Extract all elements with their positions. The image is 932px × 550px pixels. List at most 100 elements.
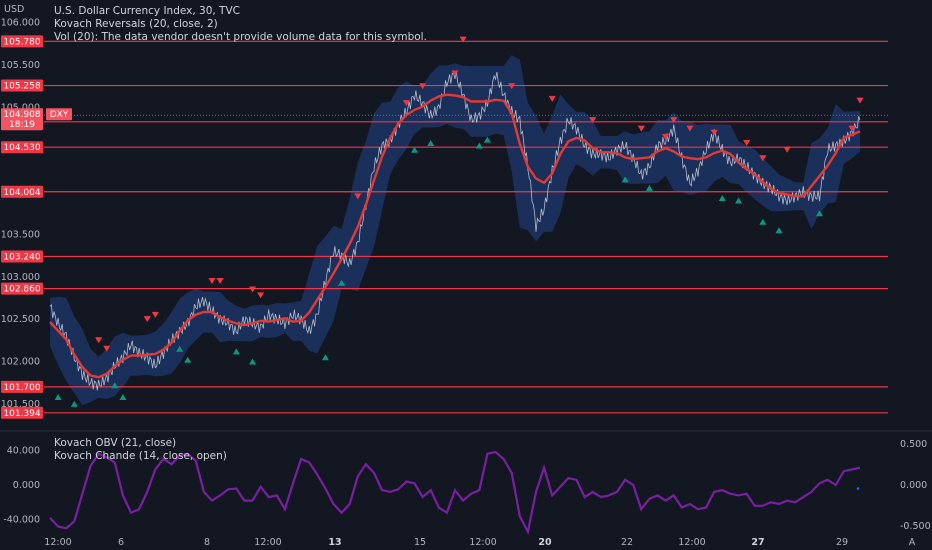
legend-indicator-volume: Vol (20): The data vendor doesn't provid… — [54, 31, 427, 43]
reversal-up-marker — [321, 354, 329, 361]
chande-y-tick-label: -0.500 — [900, 521, 931, 532]
reversal-up-marker — [775, 227, 783, 234]
reversal-down-marker — [637, 125, 645, 132]
level-label-box — [1, 35, 43, 48]
x-tick-label: 12:00 — [469, 537, 496, 548]
reversal-down-marker — [783, 146, 791, 153]
level-label-box — [1, 406, 43, 419]
reversal-down-marker — [662, 134, 670, 141]
reversal-down-marker — [249, 286, 256, 293]
reversal-up-marker — [645, 184, 653, 191]
y-tick-label: 101.500 — [1, 399, 40, 410]
level-label: 104.530 — [3, 143, 40, 153]
reversal-up-marker — [232, 348, 240, 355]
y-tick-label: 105.000 — [1, 102, 40, 113]
reversal-up-marker — [70, 400, 78, 407]
reversal-down-marker — [508, 83, 516, 90]
reversal-up-marker — [718, 195, 726, 202]
level-label: 105.780 — [3, 37, 40, 47]
reversal-down-marker — [151, 311, 159, 318]
level-label: 101.700 — [3, 383, 40, 393]
x-tick-label: 12:00 — [254, 537, 281, 548]
reversal-down-marker — [459, 36, 467, 43]
reversal-up-marker — [816, 210, 823, 217]
reversal-up-marker — [427, 139, 435, 146]
reversal-up-marker — [759, 218, 767, 225]
symbol-label: DXY — [50, 110, 69, 120]
chande-last-point — [856, 487, 860, 490]
reversal-down-marker — [208, 278, 216, 285]
reversal-down-marker — [451, 70, 459, 77]
y-tick-label: 103.000 — [1, 272, 40, 283]
obv-y-tick-label: 0.000 — [13, 480, 40, 491]
reversal-down-marker — [143, 316, 151, 323]
reversal-up-marker — [111, 382, 119, 389]
legend-obv: Kovach OBV (21, close) — [54, 437, 177, 449]
level-label: 103.240 — [3, 252, 40, 262]
reversal-up-marker — [621, 176, 629, 183]
current-price-badge — [1, 108, 43, 131]
y-tick-label: 102.500 — [1, 314, 40, 325]
y-tick-label: 105.500 — [1, 60, 40, 71]
reversal-down-marker — [686, 125, 694, 132]
reversal-down-marker — [419, 83, 427, 90]
countdown-label: 18:19 — [9, 120, 35, 130]
level-label: 105.258 — [3, 82, 40, 92]
y-tick-label: 102.000 — [1, 356, 40, 367]
level-label: 101.394 — [3, 409, 40, 419]
reversal-down-marker — [95, 337, 103, 344]
reversal-up-marker — [338, 279, 346, 286]
reversal-up-marker — [249, 358, 256, 365]
legend-title: U.S. Dollar Currency Index, 30, TVC — [54, 5, 240, 17]
x-tick-label: 8 — [204, 537, 210, 548]
symbol-badge — [46, 108, 72, 121]
reversal-down-marker — [710, 129, 718, 136]
level-label: 104.004 — [3, 188, 40, 198]
reversal-up-marker — [119, 394, 127, 401]
obv-y-tick-label: 40.000 — [7, 445, 40, 456]
reversal-down-marker — [257, 292, 265, 299]
reversal-up-marker — [54, 394, 62, 401]
reversal-down-marker — [402, 100, 410, 107]
reversal-up-marker — [483, 136, 491, 143]
chande-y-tick-label: 0.000 — [900, 480, 927, 491]
legend-lower: Kovach OBV (21, close) Kovach Chande (14… — [54, 437, 227, 463]
reversal-up-marker — [411, 146, 418, 153]
x-tick-label: 12:00 — [678, 537, 705, 548]
reversal-down-marker — [354, 193, 362, 200]
x-tick-label: 15 — [414, 537, 426, 548]
level-label-box — [1, 79, 43, 92]
level-label-box — [1, 185, 43, 198]
auto-scale-label: A — [909, 537, 916, 548]
reversal-up-marker — [184, 356, 192, 363]
obv-line — [49, 450, 861, 535]
reversal-up-marker — [475, 142, 483, 149]
level-label-box — [1, 380, 43, 393]
x-tick-label: 22 — [621, 537, 633, 548]
legend-chande: Kovach Chande (14, close, open) — [54, 450, 227, 462]
obv-y-tick-label: -40.000 — [3, 515, 40, 526]
x-tick-label: 27 — [751, 537, 764, 548]
reversal-down-marker — [743, 139, 751, 146]
reversal-up-marker — [176, 345, 184, 352]
y-tick-label: 103.500 — [1, 229, 40, 240]
reversal-down-marker — [759, 155, 767, 162]
legend-indicator-reversals: Kovach Reversals (20, close, 2) — [54, 18, 218, 30]
x-tick-label: 12:00 — [44, 537, 71, 548]
reversal-down-marker — [848, 125, 856, 132]
level-label-box — [1, 282, 43, 295]
x-tick-label: 6 — [118, 537, 124, 548]
x-tick-label: 13 — [328, 537, 341, 548]
legend-main: U.S. Dollar Currency Index, 30, TVC Kova… — [54, 5, 427, 44]
x-tick-label: 20 — [538, 537, 552, 548]
reversal-down-marker — [589, 117, 597, 124]
envelope-band — [50, 55, 860, 406]
reversal-up-marker — [735, 197, 742, 204]
moving-average-line — [49, 93, 861, 379]
reversal-down-marker — [216, 278, 224, 285]
reversal-down-marker — [856, 97, 864, 104]
reversal-down-marker — [548, 95, 556, 102]
y-tick-label: 106.000 — [1, 18, 40, 29]
chande-y-tick-label: 0.500 — [900, 439, 927, 450]
